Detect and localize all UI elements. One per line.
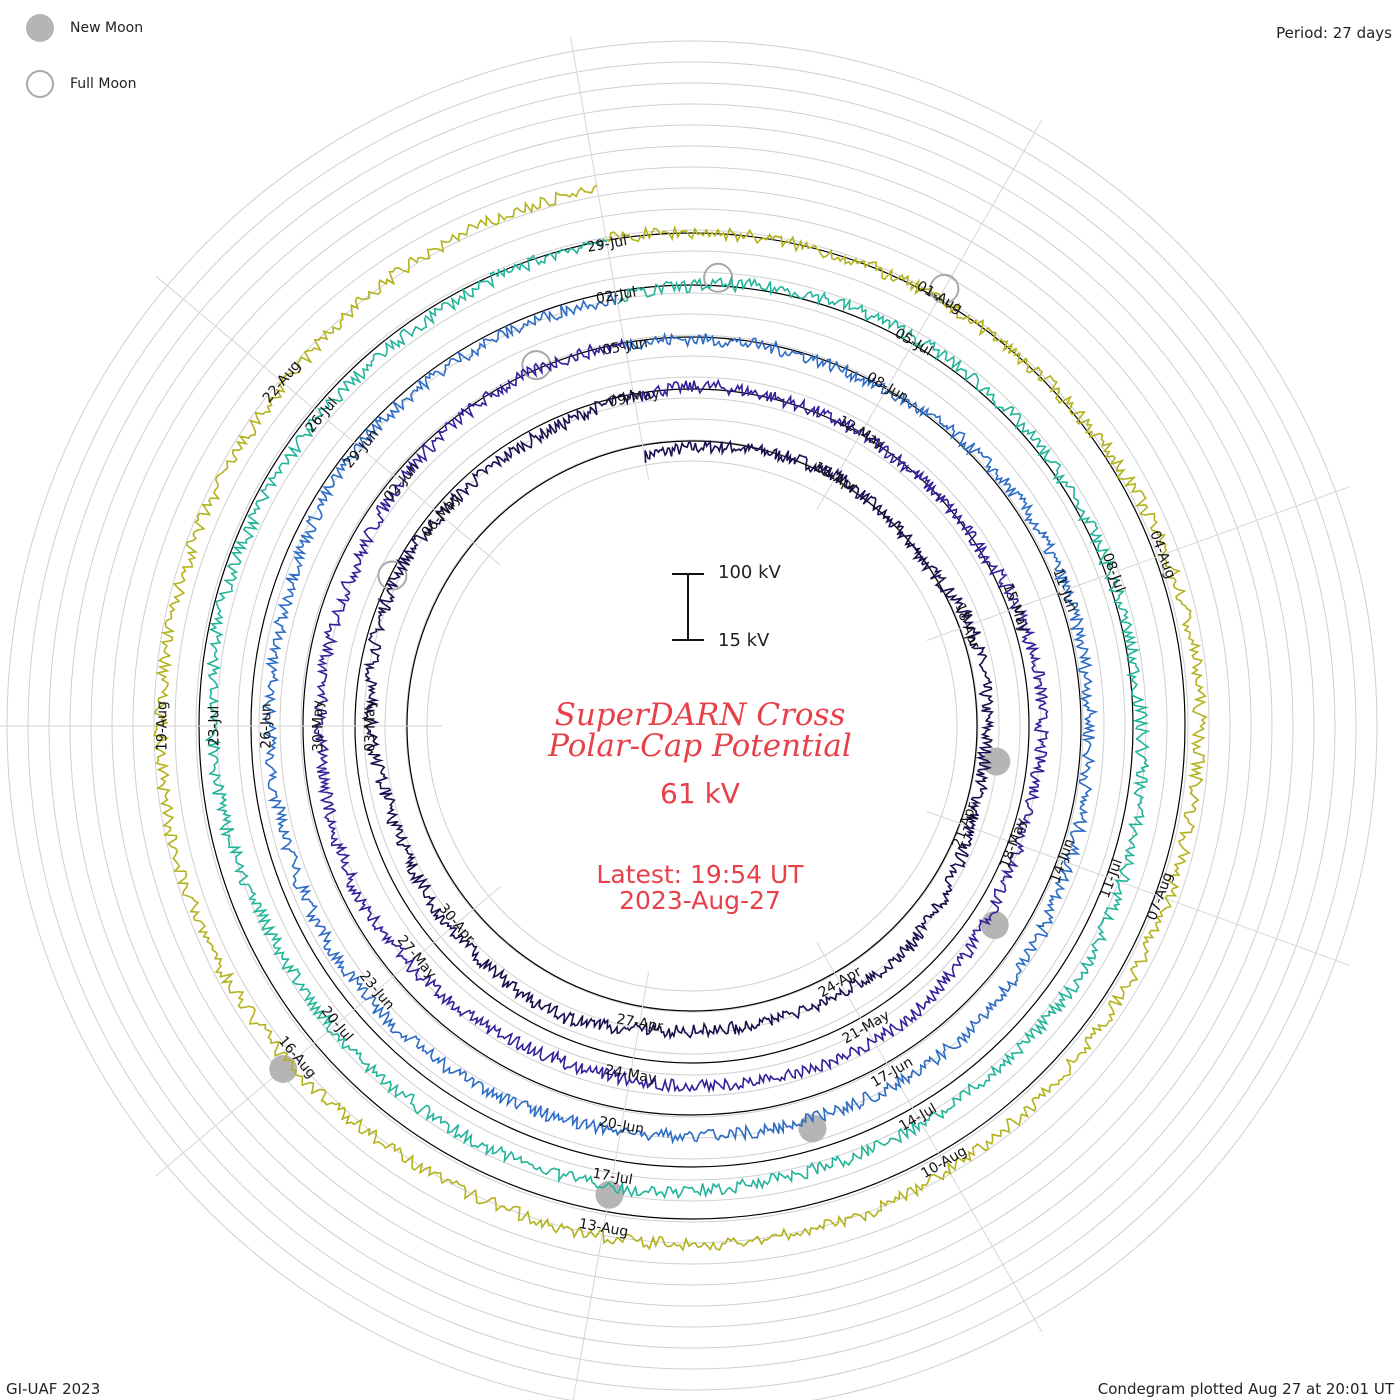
series-revolution-4 (153, 184, 1208, 1252)
date-label: 17-Jul (591, 1166, 634, 1189)
current-value: 61 kV (660, 777, 740, 810)
latest-date: 2023-Aug-27 (619, 886, 781, 915)
period-label: Period: 27 days (1276, 24, 1392, 42)
legend-new-moon: New Moon (26, 14, 143, 42)
series-group (153, 184, 1208, 1252)
new-moon-marker (980, 911, 1009, 940)
day-spoke (569, 36, 650, 480)
latest-time: Latest: 19:54 UT (596, 860, 804, 889)
series-revolution-1 (313, 337, 1050, 1094)
day-spoke (155, 275, 501, 566)
date-label: 09-May (607, 386, 661, 411)
full-moon-marker (377, 560, 408, 591)
date-label: 08-Jul (1099, 551, 1128, 595)
footer-plot-time: Condegram plotted Aug 27 at 20:01 UT (1097, 1380, 1394, 1398)
legend-full-moon: Full Moon (26, 70, 136, 98)
footer-credit: GI-UAF 2023 (6, 1380, 101, 1398)
chart-title-line1: SuperDARN Cross (554, 697, 846, 733)
date-label: 14-Jun (1047, 837, 1078, 885)
day-spoke (816, 942, 1043, 1333)
date-label: 11-Jun (1049, 566, 1080, 614)
date-label: 05-Jun (601, 335, 649, 359)
new-moon-icon (26, 14, 54, 42)
scale-bar (672, 573, 704, 641)
new-moon-marker (269, 1055, 298, 1083)
day-spoke (816, 119, 1043, 510)
new-moon-label: New Moon (70, 20, 144, 36)
day-spoke (926, 486, 1350, 641)
date-label: 18-Apr (951, 601, 982, 651)
date-label: 04-Aug (1146, 529, 1178, 581)
series-revolution-3 (204, 238, 1151, 1200)
date-label: 30-May (311, 700, 327, 752)
date-label: 06-May (419, 491, 465, 541)
chart-title-line2: Polar-Cap Potential (548, 728, 852, 764)
date-label: 05-Jul (892, 325, 935, 359)
day-spoke (926, 811, 1350, 966)
date-label: 19-Aug (155, 701, 171, 751)
date-label: 12-May (835, 413, 888, 453)
full-moon-marker (703, 262, 734, 293)
scale-bottom-label: 15 kV (718, 630, 770, 651)
series-revolution-2 (262, 291, 1099, 1145)
date-label: 18-May (997, 816, 1030, 870)
series-revolution-0 (361, 389, 995, 1041)
date-label: 03-May (363, 700, 379, 752)
date-label: 02-Jul (595, 284, 638, 307)
date-label: 24-May (604, 1062, 658, 1087)
full-moon-label: Full Moon (70, 76, 137, 92)
scale-top-label: 100 kV (718, 562, 781, 583)
date-label: 22-Aug (260, 358, 304, 407)
date-label: 23-Jul (207, 706, 223, 747)
full-moon-icon (26, 70, 54, 98)
date-label: 29-Jul (586, 233, 629, 256)
date-label: 20-Jun (598, 1114, 646, 1138)
date-label: 27-Apr (615, 1011, 664, 1035)
date-label: 08-Jun (864, 369, 911, 406)
date-label: 26-Jun (259, 703, 275, 749)
